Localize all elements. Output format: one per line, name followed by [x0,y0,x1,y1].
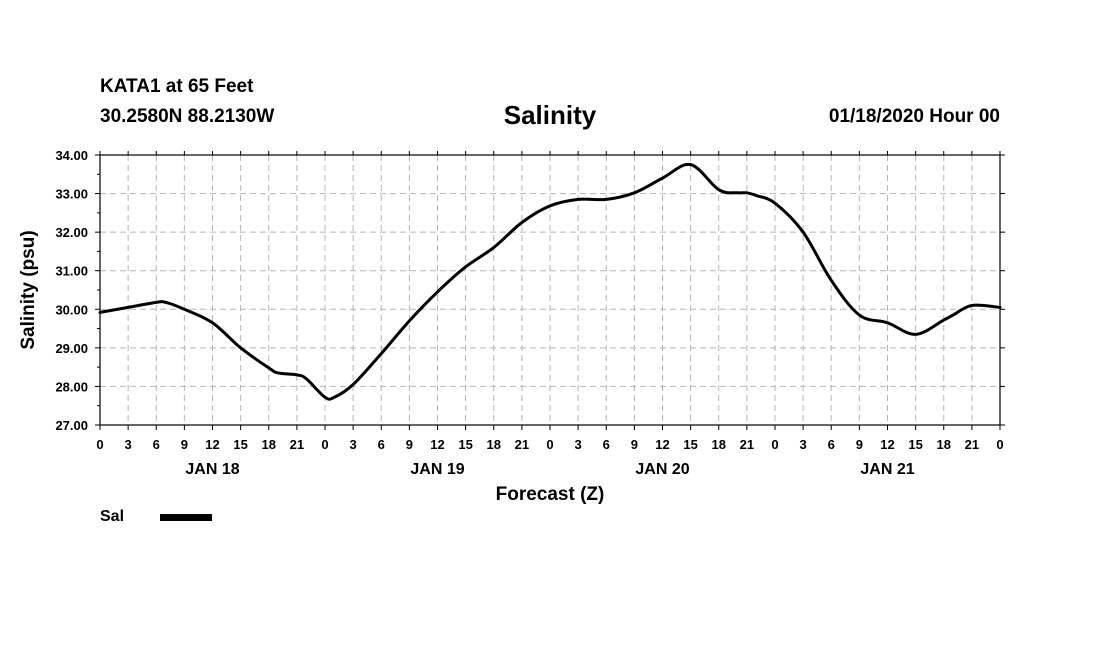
legend-swatch [160,513,212,521]
coordinates-label: 30.2580N 88.2130W [100,106,275,127]
station-label: KATA1 at 65 Feet [100,76,254,97]
y-tick-label: 27.00 [55,418,88,433]
x-tick-label: 6 [153,437,160,452]
legend-label: Sal [100,508,125,525]
plot-frame [99,154,1001,426]
x-tick-label: 0 [546,437,553,452]
x-day-label: JAN 19 [410,461,464,478]
x-tick-label: 18 [937,437,951,452]
x-tick-label: 12 [205,437,219,452]
axis-labels: 27.00 28.00 29.00 30.00 31.00 32.00 33.00 34.00… [18,148,1004,505]
x-tick-label: 0 [771,437,778,452]
x-tick-label: 15 [908,437,922,452]
grid-lines [100,155,1000,425]
series-layer [98,162,1002,401]
x-tick-label: 3 [800,437,807,452]
x-tick-label: 15 [233,437,247,452]
x-tick-label: 3 [350,437,357,452]
x-tick-label: 12 [880,437,894,452]
x-tick-label: 0 [996,437,1003,452]
x-tick-label: 9 [631,437,638,452]
y-tick-label: 28.00 [55,379,88,394]
x-tick-label: 0 [96,437,103,452]
x-tick-label: 18 [712,437,726,452]
x-day-label: JAN 20 [635,461,689,478]
x-tick-label: 9 [856,437,863,452]
x-tick-label: 6 [603,437,610,452]
x-tick-label: 21 [290,437,304,452]
y-tick-label: 29.00 [55,341,88,356]
x-tick-label: 21 [515,437,529,452]
x-tick-label: 15 [458,437,472,452]
x-tick-label: 0 [321,437,328,452]
forecast-timestamp: 01/18/2020 Hour 00 [828,106,1000,127]
axes [95,151,1005,430]
x-day-label: JAN 21 [860,461,914,478]
x-tick-label: 18 [262,437,276,452]
x-tick-label: 21 [740,437,754,452]
x-tick-label: 3 [125,437,132,452]
y-tick-label: 33.00 [55,187,88,202]
y-tick-label: 30.00 [55,302,88,317]
x-tick-label: 3 [575,437,582,452]
y-tick-label: 34.00 [55,148,88,163]
x-tick-label: 12 [430,437,444,452]
x-axis-title: Forecast (Z) [496,484,605,505]
x-tick-label: 6 [828,437,835,452]
x-day-label: JAN 18 [185,461,239,478]
legend: Sal [100,508,212,526]
x-tick-label: 21 [965,437,979,452]
x-tick-label: 12 [655,437,669,452]
chart-title: Salinity [503,100,597,130]
x-tick-label: 6 [378,437,385,452]
x-tick-label: 15 [683,437,697,452]
y-axis-title: Salinity (psu) [18,230,39,349]
y-tick-label: 31.00 [55,264,88,279]
x-tick-label: 18 [487,437,501,452]
y-tick-label: 32.00 [55,225,88,240]
series-line-sal [98,162,1002,401]
x-tick-label: 9 [406,437,413,452]
x-tick-label: 9 [181,437,188,452]
